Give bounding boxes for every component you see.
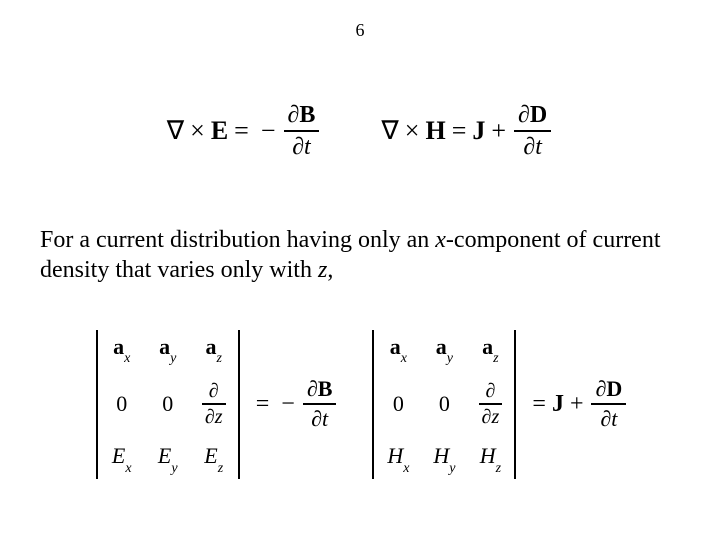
- t-variable: t: [304, 134, 311, 160]
- det-bar-right: [514, 330, 516, 479]
- curl-e-determinant: ax ay az 0 0 ∂ ∂z Ex Ey Ez: [92, 330, 339, 479]
- ey-component: E: [158, 443, 171, 468]
- unit-ax: a: [113, 334, 124, 359]
- partial-symbol: ∂: [600, 406, 611, 431]
- e-determinant: ax ay az 0 0 ∂ ∂z Ex Ey Ez: [96, 330, 240, 479]
- determinant-row: ax ay az 0 0 ∂ ∂z Ex Ey Ez: [0, 330, 720, 479]
- z-variable: z: [215, 406, 223, 428]
- body-paragraph: For a current distribution having only a…: [40, 225, 680, 285]
- curl-h-equation: ∇ × H = J + ∂D ∂t: [381, 100, 553, 163]
- zero: 0: [430, 393, 458, 415]
- hy-component: H: [433, 443, 449, 468]
- sub-x: x: [124, 351, 130, 366]
- partial-symbol: ∂: [307, 376, 318, 401]
- zero: 0: [154, 393, 182, 415]
- partial-symbol: ∂: [209, 380, 219, 402]
- d-field: D: [530, 102, 547, 128]
- j-current: J: [472, 118, 485, 144]
- j-current: J: [552, 391, 564, 418]
- body-text-post: ,: [327, 257, 333, 283]
- curl-e-rhs: = − ∂B ∂t: [250, 375, 339, 433]
- equals-symbol: =: [532, 391, 546, 418]
- db-dt-fraction: ∂B ∂t: [303, 375, 337, 433]
- equals-symbol: =: [234, 118, 249, 144]
- partial-symbol: ∂: [288, 102, 300, 128]
- t-variable: t: [322, 406, 328, 431]
- ez-component: E: [204, 443, 217, 468]
- page: 6 ∇ × E = − ∂B ∂t ∇ × H = J: [0, 0, 720, 540]
- e-field: E: [211, 118, 228, 144]
- nabla-symbol: ∇: [381, 118, 398, 144]
- cross-symbol: ×: [405, 118, 420, 144]
- equals-symbol: =: [256, 391, 270, 418]
- t-variable: t: [535, 134, 542, 160]
- sub-x: x: [403, 461, 409, 476]
- h-field: H: [425, 118, 445, 144]
- unit-az: a: [482, 334, 493, 359]
- dd-dt-fraction: ∂D ∂t: [591, 375, 626, 433]
- plus-symbol: +: [491, 118, 506, 144]
- h-determinant: ax ay az 0 0 ∂ ∂z Hx Hy Hz: [372, 330, 516, 479]
- unit-ay: a: [159, 334, 170, 359]
- partial-symbol: ∂: [485, 380, 495, 402]
- minus-symbol: −: [261, 118, 276, 144]
- curl-h-determinant: ax ay az 0 0 ∂ ∂z Hx Hy Hz: [368, 330, 628, 479]
- partial-symbol: ∂: [311, 406, 322, 431]
- sub-x: x: [401, 351, 407, 366]
- det-bar-right: [238, 330, 240, 479]
- hx-component: H: [387, 443, 403, 468]
- sub-y: y: [171, 461, 177, 476]
- curl-h-rhs: = J + ∂D ∂t: [526, 375, 628, 433]
- cross-symbol: ×: [190, 118, 205, 144]
- b-field: B: [318, 376, 333, 401]
- body-text-x: x: [435, 227, 446, 253]
- body-text-pre: For a current distribution having only a…: [40, 227, 435, 253]
- b-field: B: [299, 102, 315, 128]
- partial-symbol: ∂: [482, 406, 492, 428]
- minus-symbol: −: [281, 391, 295, 418]
- sub-z: z: [496, 461, 501, 476]
- sub-z: z: [218, 461, 223, 476]
- partial-symbol: ∂: [595, 376, 606, 401]
- d-field: D: [606, 376, 622, 401]
- det-grid: ax ay az 0 0 ∂ ∂z Ex Ey Ez: [98, 330, 238, 479]
- sub-y: y: [170, 351, 176, 366]
- sub-z: z: [493, 351, 498, 366]
- dd-dt-fraction: ∂D ∂t: [514, 100, 551, 163]
- zero: 0: [384, 393, 412, 415]
- z-variable: z: [491, 406, 499, 428]
- nabla-symbol: ∇: [167, 118, 184, 144]
- ex-component: E: [112, 443, 125, 468]
- unit-ax: a: [390, 334, 401, 359]
- ddz-fraction: ∂ ∂z: [479, 379, 503, 429]
- maxwell-equations-row: ∇ × E = − ∂B ∂t ∇ × H = J +: [0, 100, 720, 163]
- partial-symbol: ∂: [205, 406, 215, 428]
- partial-symbol: ∂: [292, 134, 304, 160]
- sub-x: x: [125, 461, 131, 476]
- partial-symbol: ∂: [518, 102, 530, 128]
- hz-component: H: [480, 443, 496, 468]
- body-text-z: z: [318, 257, 327, 283]
- zero: 0: [108, 393, 136, 415]
- curl-e-equation: ∇ × E = − ∂B ∂t: [167, 100, 322, 163]
- sub-y: y: [447, 351, 453, 366]
- sub-z: z: [217, 351, 222, 366]
- ddz-fraction: ∂ ∂z: [202, 379, 226, 429]
- db-dt-fraction: ∂B ∂t: [284, 100, 320, 163]
- partial-symbol: ∂: [523, 134, 535, 160]
- unit-az: a: [206, 334, 217, 359]
- t-variable: t: [611, 406, 617, 431]
- equals-symbol: =: [452, 118, 467, 144]
- sub-y: y: [449, 461, 455, 476]
- page-number: 6: [0, 20, 720, 41]
- det-grid: ax ay az 0 0 ∂ ∂z Hx Hy Hz: [374, 330, 514, 479]
- unit-ay: a: [436, 334, 447, 359]
- plus-symbol: +: [570, 391, 584, 418]
